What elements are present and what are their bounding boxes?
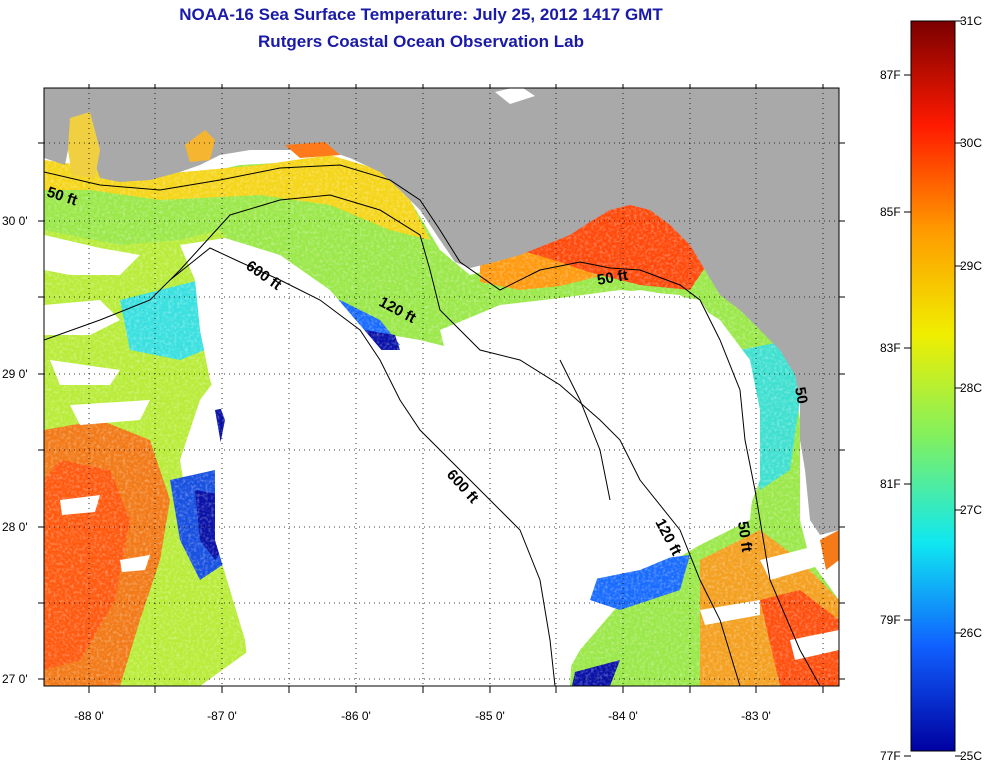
map-plot-area bbox=[44, 88, 839, 686]
colorbar-celsius-label: 25C bbox=[960, 749, 982, 763]
contour-120ft-line bbox=[44, 194, 741, 686]
colorbar-fahrenheit-label: 85F bbox=[880, 205, 901, 219]
latitude-tick-label: 27 0' bbox=[2, 672, 28, 686]
contour-shelf-detail bbox=[559, 359, 611, 501]
longitude-tick-label: -87 0' bbox=[207, 709, 237, 723]
colorbar-celsius-label: 31C bbox=[960, 14, 982, 28]
longitude-tick-label: -85 0' bbox=[475, 709, 505, 723]
colorbar-fahrenheit-label: 81F bbox=[880, 477, 901, 491]
colorbar-ticks bbox=[904, 20, 962, 757]
contour-label: 50 ft bbox=[596, 267, 629, 289]
colorbar-fahrenheit-label: 79F bbox=[880, 613, 901, 627]
longitude-tick-label: -88 0' bbox=[74, 709, 104, 723]
land bbox=[44, 88, 839, 570]
longitude-tick-label: -86 0' bbox=[341, 709, 371, 723]
map-title: NOAA-16 Sea Surface Temperature: July 25… bbox=[179, 5, 663, 24]
map-frame bbox=[43, 87, 840, 687]
colorbar-celsius-labels: 31C 30C 29C 28C 27C 26C 25C bbox=[960, 14, 982, 763]
contour-50ft-line bbox=[44, 164, 821, 686]
colorbar-celsius-label: 29C bbox=[960, 259, 982, 273]
tick-marks bbox=[38, 84, 845, 693]
colorbar-gradient bbox=[910, 20, 956, 752]
colorbar-celsius-label: 28C bbox=[960, 381, 982, 395]
colorbar: 31C 30C 29C 28C 27C 26C 25C 87F 85F 83F 81F 79F 77F bbox=[880, 14, 982, 763]
longitude-labels: -88 0' -87 0' -86 0' -85 0' -84 0' -83 0' bbox=[74, 709, 771, 723]
colorbar-fahrenheit-label: 83F bbox=[880, 341, 901, 355]
colorbar-fahrenheit-label: 87F bbox=[880, 68, 901, 82]
colorbar-celsius-label: 26C bbox=[960, 626, 982, 640]
longitude-tick-label: -83 0' bbox=[741, 709, 771, 723]
colorbar-celsius-label: 30C bbox=[960, 136, 982, 150]
longitude-tick-label: -84 0' bbox=[608, 709, 638, 723]
colorbar-fahrenheit-labels: 87F 85F 83F 81F 79F 77F bbox=[880, 68, 901, 763]
contour-label: 50 ft bbox=[734, 520, 755, 553]
colorbar-fahrenheit-label: 77F bbox=[880, 749, 901, 763]
latitude-tick-label: 30 0' bbox=[2, 214, 28, 228]
latitude-tick-label: 29 0' bbox=[2, 367, 28, 381]
contour-label: 50 bbox=[791, 386, 811, 405]
colorbar-celsius-label: 27C bbox=[960, 503, 982, 517]
map-subtitle: Rutgers Coastal Ocean Observation Lab bbox=[258, 32, 584, 51]
latitude-tick-label: 28 0' bbox=[2, 520, 28, 534]
contour-600ft-line bbox=[169, 247, 556, 686]
depth-contours bbox=[44, 164, 821, 686]
latitude-labels: 30 0' 29 0' 28 0' 27 0' bbox=[2, 214, 28, 686]
